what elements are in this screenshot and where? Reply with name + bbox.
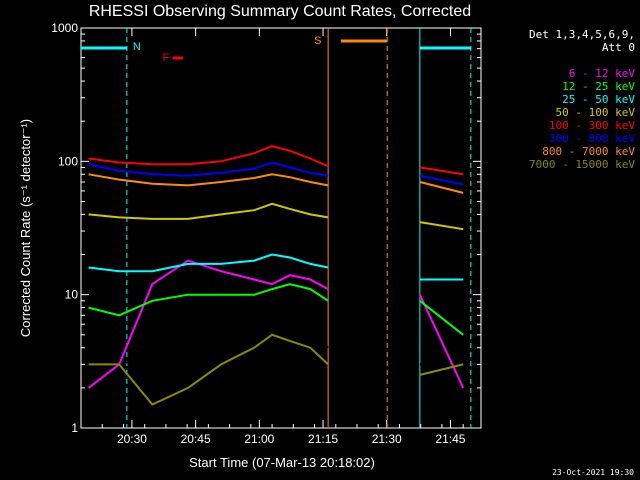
- series-line: [88, 333, 329, 406]
- y-tick-label: 100: [58, 154, 78, 168]
- x-tick-label: 21:30: [372, 432, 402, 446]
- x-tick-label: 21:45: [435, 432, 465, 446]
- y-axis-label: Corrected Count Rate (s⁻¹ detector⁻¹): [18, 119, 33, 337]
- flare-label: F: [163, 52, 170, 64]
- series-line: [419, 359, 464, 366]
- legend-entry: 300 - 800 keV: [548, 132, 635, 145]
- y-tick-label: 10: [65, 288, 79, 302]
- legend-entry: 25 - 50 keV: [562, 93, 635, 106]
- x-axis-label: Start Time (07-Mar-13 20:18:02): [189, 455, 375, 470]
- chart-title: RHESSI Observing Summary Count Rates, Co…: [89, 3, 471, 20]
- generation-timestamp: 23-Oct-2021 19:30: [552, 468, 634, 477]
- legend: Det 1,3,4,5,6,9, Att 0 3 - 6 keV 6 - 12 k…: [529, 28, 635, 171]
- series-line: [87, 259, 329, 389]
- saa-label: S: [314, 35, 321, 47]
- series-line: [88, 145, 329, 168]
- series-line: [419, 300, 464, 336]
- series-line: [88, 283, 329, 317]
- x-tick-label: 21:15: [308, 432, 338, 446]
- y-tick-label: 1: [71, 421, 78, 435]
- legend-header-line-2: Att 0: [601, 41, 635, 54]
- night-label: N: [133, 41, 141, 53]
- annotations: N F S: [81, 28, 472, 428]
- series-line: [88, 161, 329, 177]
- legend-entry: 6 - 12 keV: [568, 67, 635, 80]
- series-line: [419, 166, 464, 176]
- plot-frame: [80, 27, 482, 429]
- series-line: [419, 363, 464, 376]
- legend-entry: 100 - 300 keV: [548, 119, 635, 132]
- legend-entry: 50 - 100 keV: [555, 106, 635, 119]
- y-tick-label: 1000: [51, 21, 78, 35]
- series-line: [419, 181, 464, 194]
- x-tick-label: 20:45: [181, 432, 211, 446]
- series-group: [87, 145, 465, 406]
- series-line: [88, 202, 329, 220]
- series-line: [418, 294, 465, 389]
- legend-entry: 12 - 25 keV: [562, 80, 635, 93]
- x-axis: 20:30 20:45 21:00 21:15 21:30 21:45: [80, 28, 466, 446]
- series-line: [88, 173, 329, 187]
- legend-header-line-1: Det 1,3,4,5,6,9,: [529, 28, 635, 41]
- x-tick-label: 21:00: [244, 432, 274, 446]
- series-line: [88, 287, 329, 366]
- x-tick-label: 20:30: [117, 432, 147, 446]
- legend-entry: 7000 - 15000 keV: [529, 158, 635, 171]
- legend-entry: 800 - 7000 keV: [542, 145, 635, 158]
- legend-entry: 3 - 6 keV: [575, 54, 635, 67]
- legend-items: 3 - 6 keV 6 - 12 keV 12 - 25 keV 25 - 50 ke…: [529, 54, 635, 171]
- series-line: [419, 174, 464, 186]
- series-line: [419, 221, 464, 231]
- y-axis: 1 10 100 1000: [51, 21, 481, 435]
- series-line: [88, 253, 329, 273]
